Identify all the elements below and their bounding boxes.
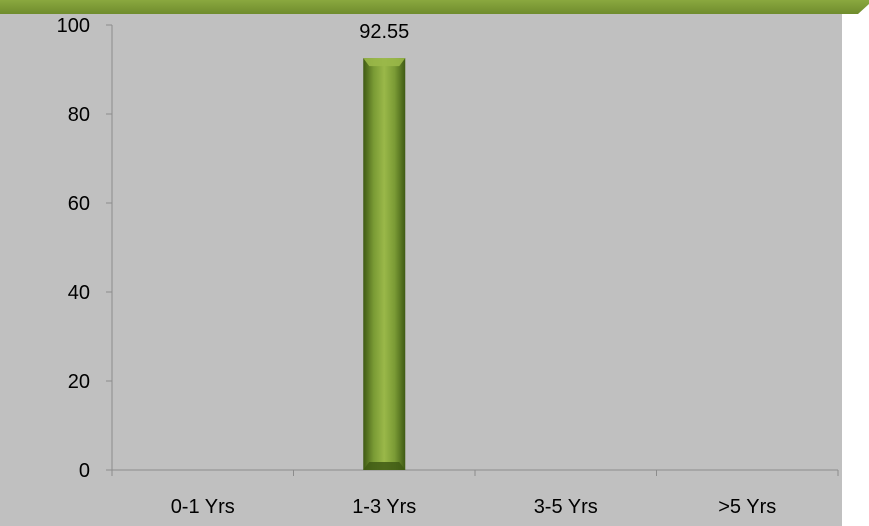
bar-bevel-top bbox=[363, 58, 406, 67]
x-tick-label: 3-5 Yrs bbox=[534, 496, 598, 518]
y-tick-label: 20 bbox=[68, 371, 90, 393]
bar-data-label: 92.55 bbox=[359, 21, 409, 43]
bar bbox=[363, 58, 406, 471]
bar-bevel-bottom bbox=[363, 462, 406, 470]
y-tick-label: 0 bbox=[79, 460, 90, 482]
y-tick-label: 100 bbox=[57, 15, 90, 37]
x-tick-label: 0-1 Yrs bbox=[171, 496, 235, 518]
y-tick-label: 80 bbox=[68, 104, 90, 126]
top-banner bbox=[0, 0, 869, 14]
bars bbox=[363, 58, 406, 471]
right-margin-strip bbox=[842, 0, 869, 526]
x-tick-label: >5 Yrs bbox=[718, 496, 776, 518]
y-tick-label: 40 bbox=[68, 282, 90, 304]
x-tick-label: 1-3 Yrs bbox=[352, 496, 416, 518]
axes: 0 20 40 60 80 100 0-1 Yrs 1-3 Yrs 3-5 Yrs >5 Yrs bbox=[57, 15, 839, 518]
labels: 92.55 bbox=[359, 21, 409, 43]
y-tick-label: 60 bbox=[68, 193, 90, 215]
